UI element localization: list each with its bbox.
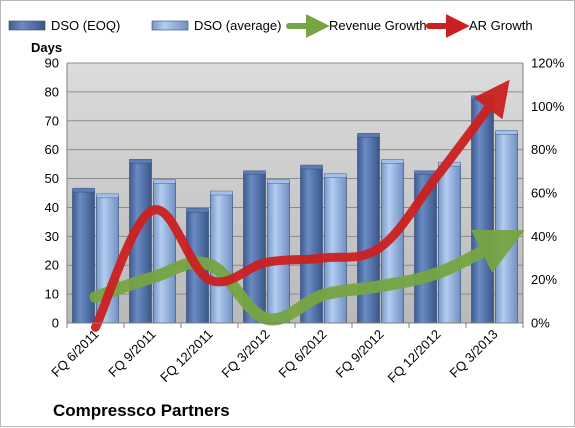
legend-label: DSO (EOQ) [51,18,120,33]
ar-growth-line [91,79,510,332]
revenue-growth-line [89,229,525,326]
right-tick-label: 60% [531,186,557,201]
left-tick-label: 0 [52,316,59,331]
legend-item: Revenue Growth [286,14,427,38]
legend-item: AR Growth [426,14,533,38]
bar-body [153,181,176,324]
legend-label: AR Growth [469,18,533,33]
x-tick-label: FQ 9/2012 [333,327,387,381]
bar-top [381,159,404,164]
bar-top [495,130,518,135]
legend-item: DSO (average) [151,18,281,33]
bar-body [324,175,347,324]
right-tick-label: 100% [531,99,565,114]
bar-body [267,181,290,324]
left-tick-label: 70 [45,113,59,128]
bar-top [186,208,209,213]
left-tick-label: 90 [45,56,59,71]
left-tick-label: 10 [45,287,59,302]
right-tick-label: 0% [531,316,550,331]
bar-top [153,179,176,184]
bar-top [357,133,380,138]
right-axis-ticks: 0% 20% 40% 60% 80% 100% 120% [531,56,565,331]
bar-body [495,132,518,324]
bar-top [96,193,119,199]
bar-body [210,192,233,324]
bar-body [438,163,461,324]
legend-label: Revenue Growth [329,18,427,33]
legend-swatch [8,20,46,31]
bar-top [129,159,152,164]
x-tick-label: FQ 6/2012 [276,327,330,381]
x-tick-label: FQ 12/2011 [157,327,215,385]
growth-lines [89,79,525,332]
bar-top [324,173,347,178]
left-axis-ticks: 0 10 20 30 40 50 60 70 80 90 [45,56,59,331]
right-tick-label: 20% [531,272,557,287]
bar-top [72,187,95,193]
bar [153,179,176,324]
left-tick-label: 20 [45,258,59,273]
bar [72,187,95,324]
company-name: Compressco Partners [53,401,230,420]
x-tick-label: FQ 12/2012 [384,327,443,386]
legend-label: DSO (average) [194,18,281,33]
bar [243,170,266,324]
bar-top [243,170,266,175]
bar-top [210,190,233,196]
bar-top [300,164,323,170]
x-tick-label: FQ 3/2013 [447,327,501,381]
legend-swatch [151,20,189,31]
bar-body [72,189,95,324]
bar [267,179,290,324]
right-tick-label: 80% [531,142,557,157]
legend-item: DSO (EOQ) [8,18,120,33]
x-tick-label: FQ 3/2012 [219,327,273,381]
left-tick-label: 60 [45,142,59,157]
left-tick-label: 30 [45,229,59,244]
bar [210,190,233,324]
bar [324,173,347,324]
left-tick-label: 80 [45,84,59,99]
left-tick-label: 50 [45,171,59,186]
right-tick-label: 40% [531,229,557,244]
y-axis-title: Days [31,40,62,55]
legend: DSO (EOQ) DSO (average) Revenue Growth AR G… [8,14,533,38]
bar [495,130,518,324]
left-tick-label: 40 [45,200,59,215]
x-tick-label: FQ 6/2011 [48,327,101,380]
x-tick-label: FQ 9/2011 [105,327,158,380]
bar [438,161,461,324]
right-tick-label: 120% [531,56,565,71]
bar-top [267,179,290,184]
axes [66,63,524,328]
